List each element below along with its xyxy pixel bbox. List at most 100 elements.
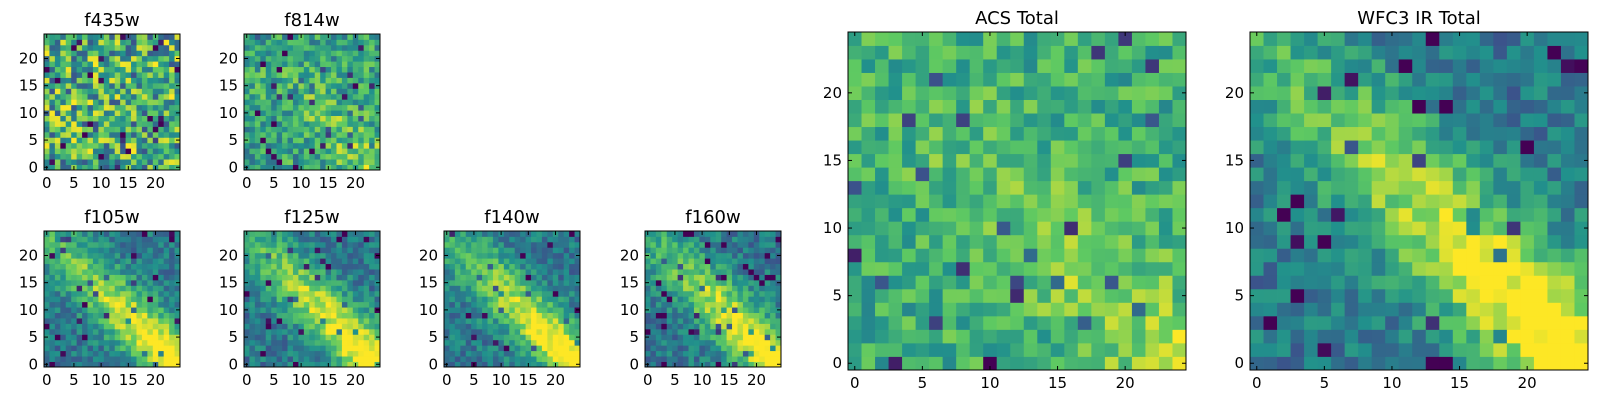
heatmap-cell [174, 93, 181, 100]
heatmap-cell [848, 207, 862, 222]
heatmap-cell [98, 307, 105, 313]
heatmap-cell [136, 312, 143, 319]
heatmap-cell [44, 258, 50, 265]
heatmap-cell [282, 61, 288, 68]
heatmap-cell [336, 323, 343, 330]
heatmap-cell [54, 99, 61, 106]
heatmap-cell [672, 279, 679, 286]
heatmap-cell [942, 126, 957, 141]
heatmap-cell [76, 350, 83, 357]
heatmap-cell [282, 121, 288, 127]
heatmap-cell [715, 328, 722, 335]
heatmap-cell [54, 334, 61, 341]
heatmap-cell [726, 269, 733, 275]
heatmap-cell [569, 307, 575, 313]
heatmap-cell [76, 142, 83, 149]
heatmap-cell [82, 148, 88, 155]
heatmap-cell [152, 345, 159, 352]
heatmap-cell [969, 234, 984, 249]
heatmap-cell [44, 153, 50, 160]
heatmap-cell [131, 121, 137, 127]
heatmap-cell [737, 252, 744, 259]
heatmap-cell [49, 279, 56, 286]
heatmap-cell [249, 274, 256, 281]
heatmap-cell [125, 296, 132, 303]
heatmap-cell [292, 296, 299, 303]
heatmap-cell [363, 345, 370, 352]
heatmap-cell [244, 126, 250, 133]
heatmap-cell [875, 59, 889, 73]
heatmap-cell [254, 39, 261, 46]
heatmap-cell [509, 241, 516, 248]
heatmap-cell [287, 99, 294, 106]
heatmap-cell [374, 121, 381, 127]
heatmap-cell [492, 241, 499, 248]
heatmap-cell [136, 93, 143, 100]
heatmap-cell [260, 290, 267, 297]
heatmap-cell [249, 153, 256, 160]
heatmap-cell [655, 285, 662, 292]
heatmap-cell [331, 164, 337, 171]
heatmap-cell [487, 263, 494, 270]
heatmap-cell [120, 126, 126, 133]
heatmap-cell [325, 236, 332, 243]
heatmap-cell [956, 302, 971, 317]
heatmap-cell [109, 66, 116, 73]
heatmap-cell [298, 258, 305, 265]
heatmap-cell [325, 159, 332, 165]
heatmap-cell [764, 301, 771, 308]
heatmap-cell [672, 318, 679, 324]
heatmap-cell [260, 153, 267, 160]
heatmap-cell [1158, 113, 1173, 128]
heatmap-cell [341, 115, 348, 122]
heatmap-cell [103, 34, 110, 40]
heatmap-cell [163, 328, 170, 335]
heatmap-cell [726, 241, 733, 248]
heatmap-cell [358, 258, 365, 265]
heatmap-cell [374, 339, 381, 346]
x-tick-label: 10 [292, 371, 311, 389]
heatmap-cell [298, 50, 305, 57]
heatmap-cell [60, 269, 67, 275]
heatmap-cell [352, 301, 359, 308]
heatmap-cell [688, 356, 695, 362]
heatmap-cell [1493, 288, 1508, 303]
heatmap-cell [677, 318, 684, 324]
heatmap-cell [558, 345, 565, 352]
heatmap-cell [49, 301, 56, 308]
heatmap-cell [1023, 99, 1038, 114]
heatmap-cell [92, 312, 99, 319]
heatmap-cell [536, 356, 543, 362]
heatmap-cell [693, 307, 700, 313]
heatmap-cell [54, 241, 61, 248]
heatmap-cell [509, 285, 516, 292]
heatmap-cell [1574, 261, 1589, 276]
y-tick-label: 15 [620, 274, 639, 292]
heatmap-cell [298, 318, 305, 324]
heatmap-cell [265, 44, 272, 51]
heatmap-cell [65, 142, 72, 149]
heatmap-cell [282, 290, 288, 297]
heatmap-cell [320, 334, 326, 341]
heatmap-cell [449, 252, 456, 259]
heatmap-cell [775, 274, 782, 281]
heatmap-cell [1263, 248, 1278, 263]
heatmap-cell [770, 241, 776, 248]
heatmap-cell [260, 34, 267, 40]
heatmap-cell [956, 113, 971, 128]
heatmap-cell [655, 334, 662, 341]
heatmap-cell [1077, 167, 1092, 182]
heatmap-cell [1145, 302, 1160, 317]
heatmap-cell [683, 318, 689, 324]
heatmap-cell [929, 126, 944, 141]
heatmap-cell [374, 345, 381, 352]
heatmap-cell [336, 263, 343, 270]
heatmap-cell [929, 194, 944, 209]
heatmap-cell [87, 356, 94, 362]
heatmap-cell [320, 241, 326, 248]
heatmap-cell [770, 339, 776, 346]
heatmap-cell [109, 269, 116, 275]
heatmap-cell [136, 290, 143, 297]
heatmap-cell [82, 44, 88, 51]
heatmap-cell [942, 207, 957, 222]
